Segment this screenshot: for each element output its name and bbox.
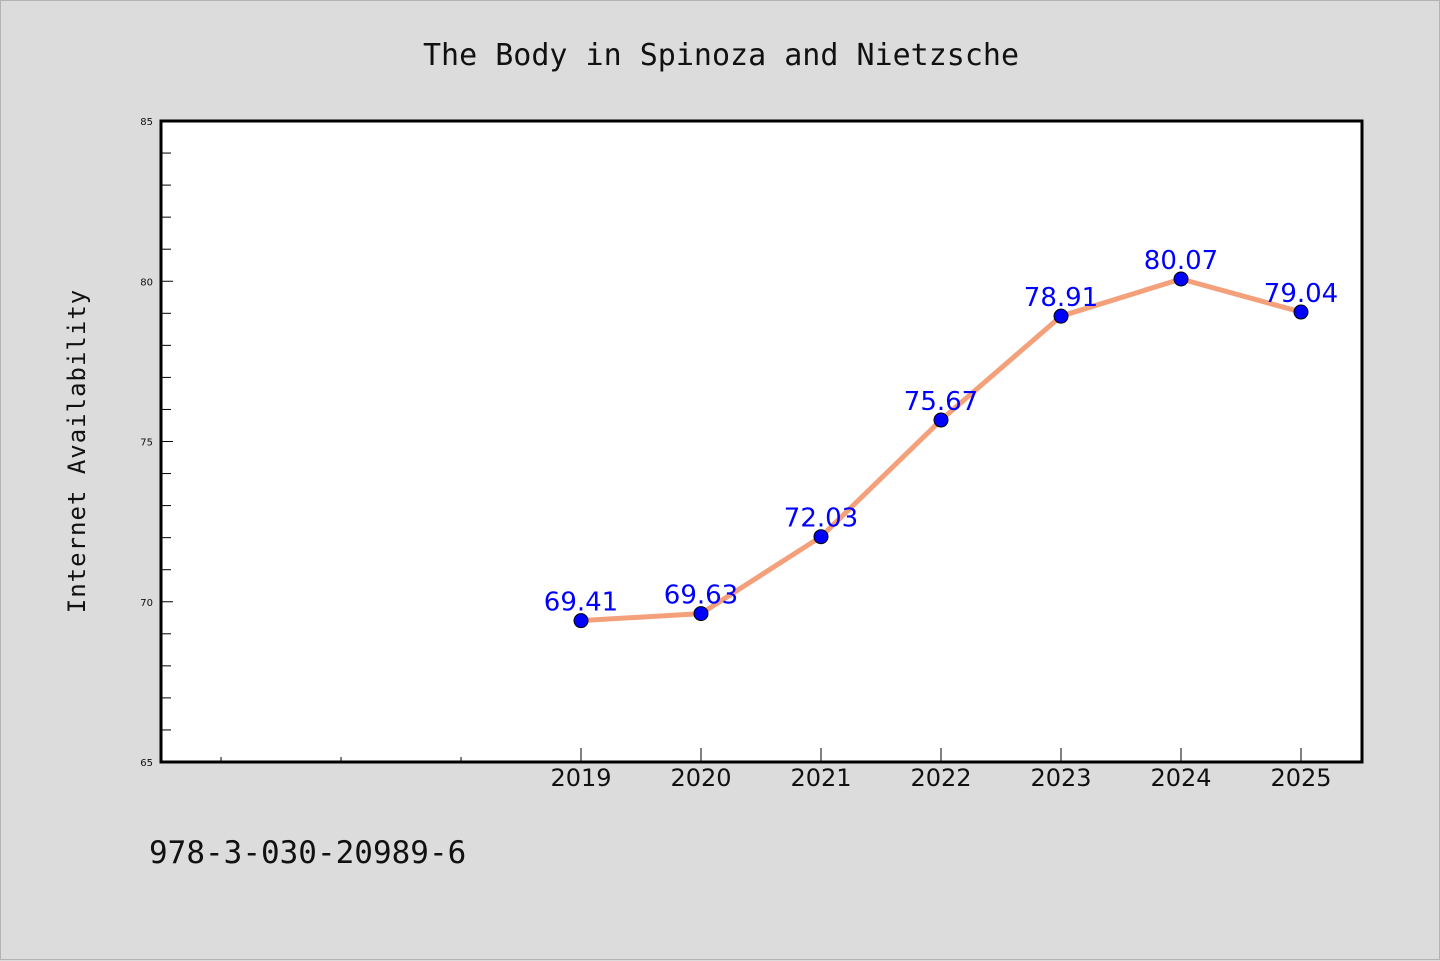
data-point [693, 606, 709, 622]
x-tick-label: 2020 [670, 764, 731, 792]
x-tick-label: 2024 [1150, 764, 1211, 792]
x-tick-label: 2022 [910, 764, 971, 792]
data-label: 80.07 [1144, 246, 1218, 276]
data-point [933, 412, 949, 428]
data-point [813, 529, 829, 545]
data-point [573, 613, 589, 629]
x-tick-label: 2023 [1030, 764, 1091, 792]
data-point [1293, 304, 1309, 320]
data-label: 72.03 [784, 504, 858, 534]
data-point [1173, 271, 1189, 287]
chart-title: The Body in Spinoza and Nietzsche [423, 38, 1019, 73]
y-tick-label: 80 [140, 277, 153, 288]
data-label: 78.91 [1024, 283, 1098, 313]
y-tick-label: 65 [140, 758, 153, 769]
data-label: 75.67 [904, 387, 978, 417]
data-points [573, 271, 1309, 629]
y-tick-label: 75 [140, 438, 153, 449]
data-label: 79.04 [1264, 279, 1338, 309]
x-tick-label: 2019 [550, 764, 611, 792]
isbn-text: 978-3-030-20989-6 [149, 835, 467, 871]
data-label: 69.41 [544, 588, 618, 618]
y-axis-label: Internet Availability [63, 289, 91, 613]
data-label: 69.63 [664, 581, 738, 611]
y-axis-minor-ticks [162, 120, 173, 763]
data-labels: 69.41 69.63 72.03 75.67 78.91 80.07 79.04 [544, 246, 1338, 618]
x-tick-label: 2021 [790, 764, 851, 792]
y-tick-label: 85 [140, 117, 153, 128]
x-tick-label: 2025 [1270, 764, 1331, 792]
plot-area [159, 119, 1364, 764]
y-tick-label: 70 [140, 598, 153, 609]
x-axis-tick-labels: 2019 2020 2021 2022 2023 2024 2025 [550, 764, 1331, 792]
y-axis-tick-labels: 65 70 75 80 85 [140, 117, 153, 769]
data-point [1053, 308, 1069, 324]
x-axis-minor-ticks [220, 748, 1302, 761]
